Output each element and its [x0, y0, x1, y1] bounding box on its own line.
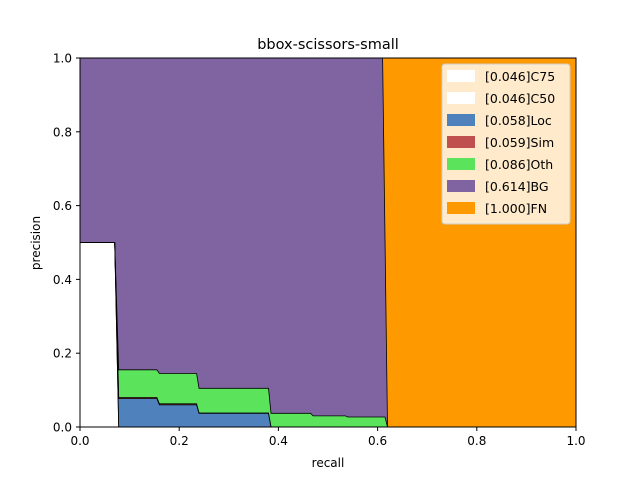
legend-label-0-046-c50: [0.046]C50 — [485, 91, 555, 106]
area-0-614-bg — [80, 58, 576, 427]
y-tick-label: 0.0 — [53, 421, 72, 435]
plot-frame — [79, 57, 577, 428]
y-tick-label: 0.2 — [53, 347, 72, 361]
y-tick-label: 0.8 — [53, 125, 72, 139]
x-tick-label: 0.4 — [269, 434, 288, 448]
legend-swatch-0-046-c75 — [447, 70, 475, 82]
legend-label-0-058-loc: [0.058]Loc — [485, 113, 552, 128]
legend-swatch-0-086-oth — [447, 158, 475, 170]
legend: [0.046]C75 [0.046]C50 [0.058]Loc [0.059]Sim… — [441, 63, 571, 225]
y-tick-label: 0.4 — [53, 273, 72, 287]
legend-swatch-1-000-fn — [447, 202, 475, 214]
legend-swatch-0-058-loc — [447, 114, 475, 126]
legend-label-0-059-sim: [0.059]Sim — [485, 135, 554, 150]
x-tick-label: 0.6 — [368, 434, 387, 448]
legend-label-0-614-bg: [0.614]BG — [485, 179, 549, 194]
legend-label-0-086-oth: [0.086]Oth — [485, 157, 553, 172]
legend-label-1-000-fn: [1.000]FN — [485, 201, 547, 216]
y-tick-label: 0.6 — [53, 199, 72, 213]
x-tick-label: 0.0 — [70, 434, 89, 448]
x-tick-label: 0.2 — [170, 434, 189, 448]
legend-swatch-0-059-sim — [447, 136, 475, 148]
legend-swatch-0-614-bg — [447, 180, 475, 192]
boundary-0-086-oth — [80, 242, 576, 428]
chart-title: bbox-scissors-small — [257, 37, 399, 53]
x-tick-label: 0.8 — [467, 434, 486, 448]
ticks-layer: 0.0 0.2 0.4 0.6 0.8 1.0 0.0 0.2 0.4 0.6 0.8 1.0 — [53, 52, 586, 449]
y-tick-label: 1.0 — [53, 52, 72, 66]
x-axis-label: recall — [312, 456, 345, 470]
legend-label-0-046-c75: [0.046]C75 — [485, 69, 555, 84]
y-axis-label: precision — [29, 216, 43, 270]
x-tick-label: 1.0 — [566, 434, 585, 448]
area-0-058-loc — [80, 242, 576, 427]
legend-swatch-0-046-c50 — [447, 92, 475, 104]
